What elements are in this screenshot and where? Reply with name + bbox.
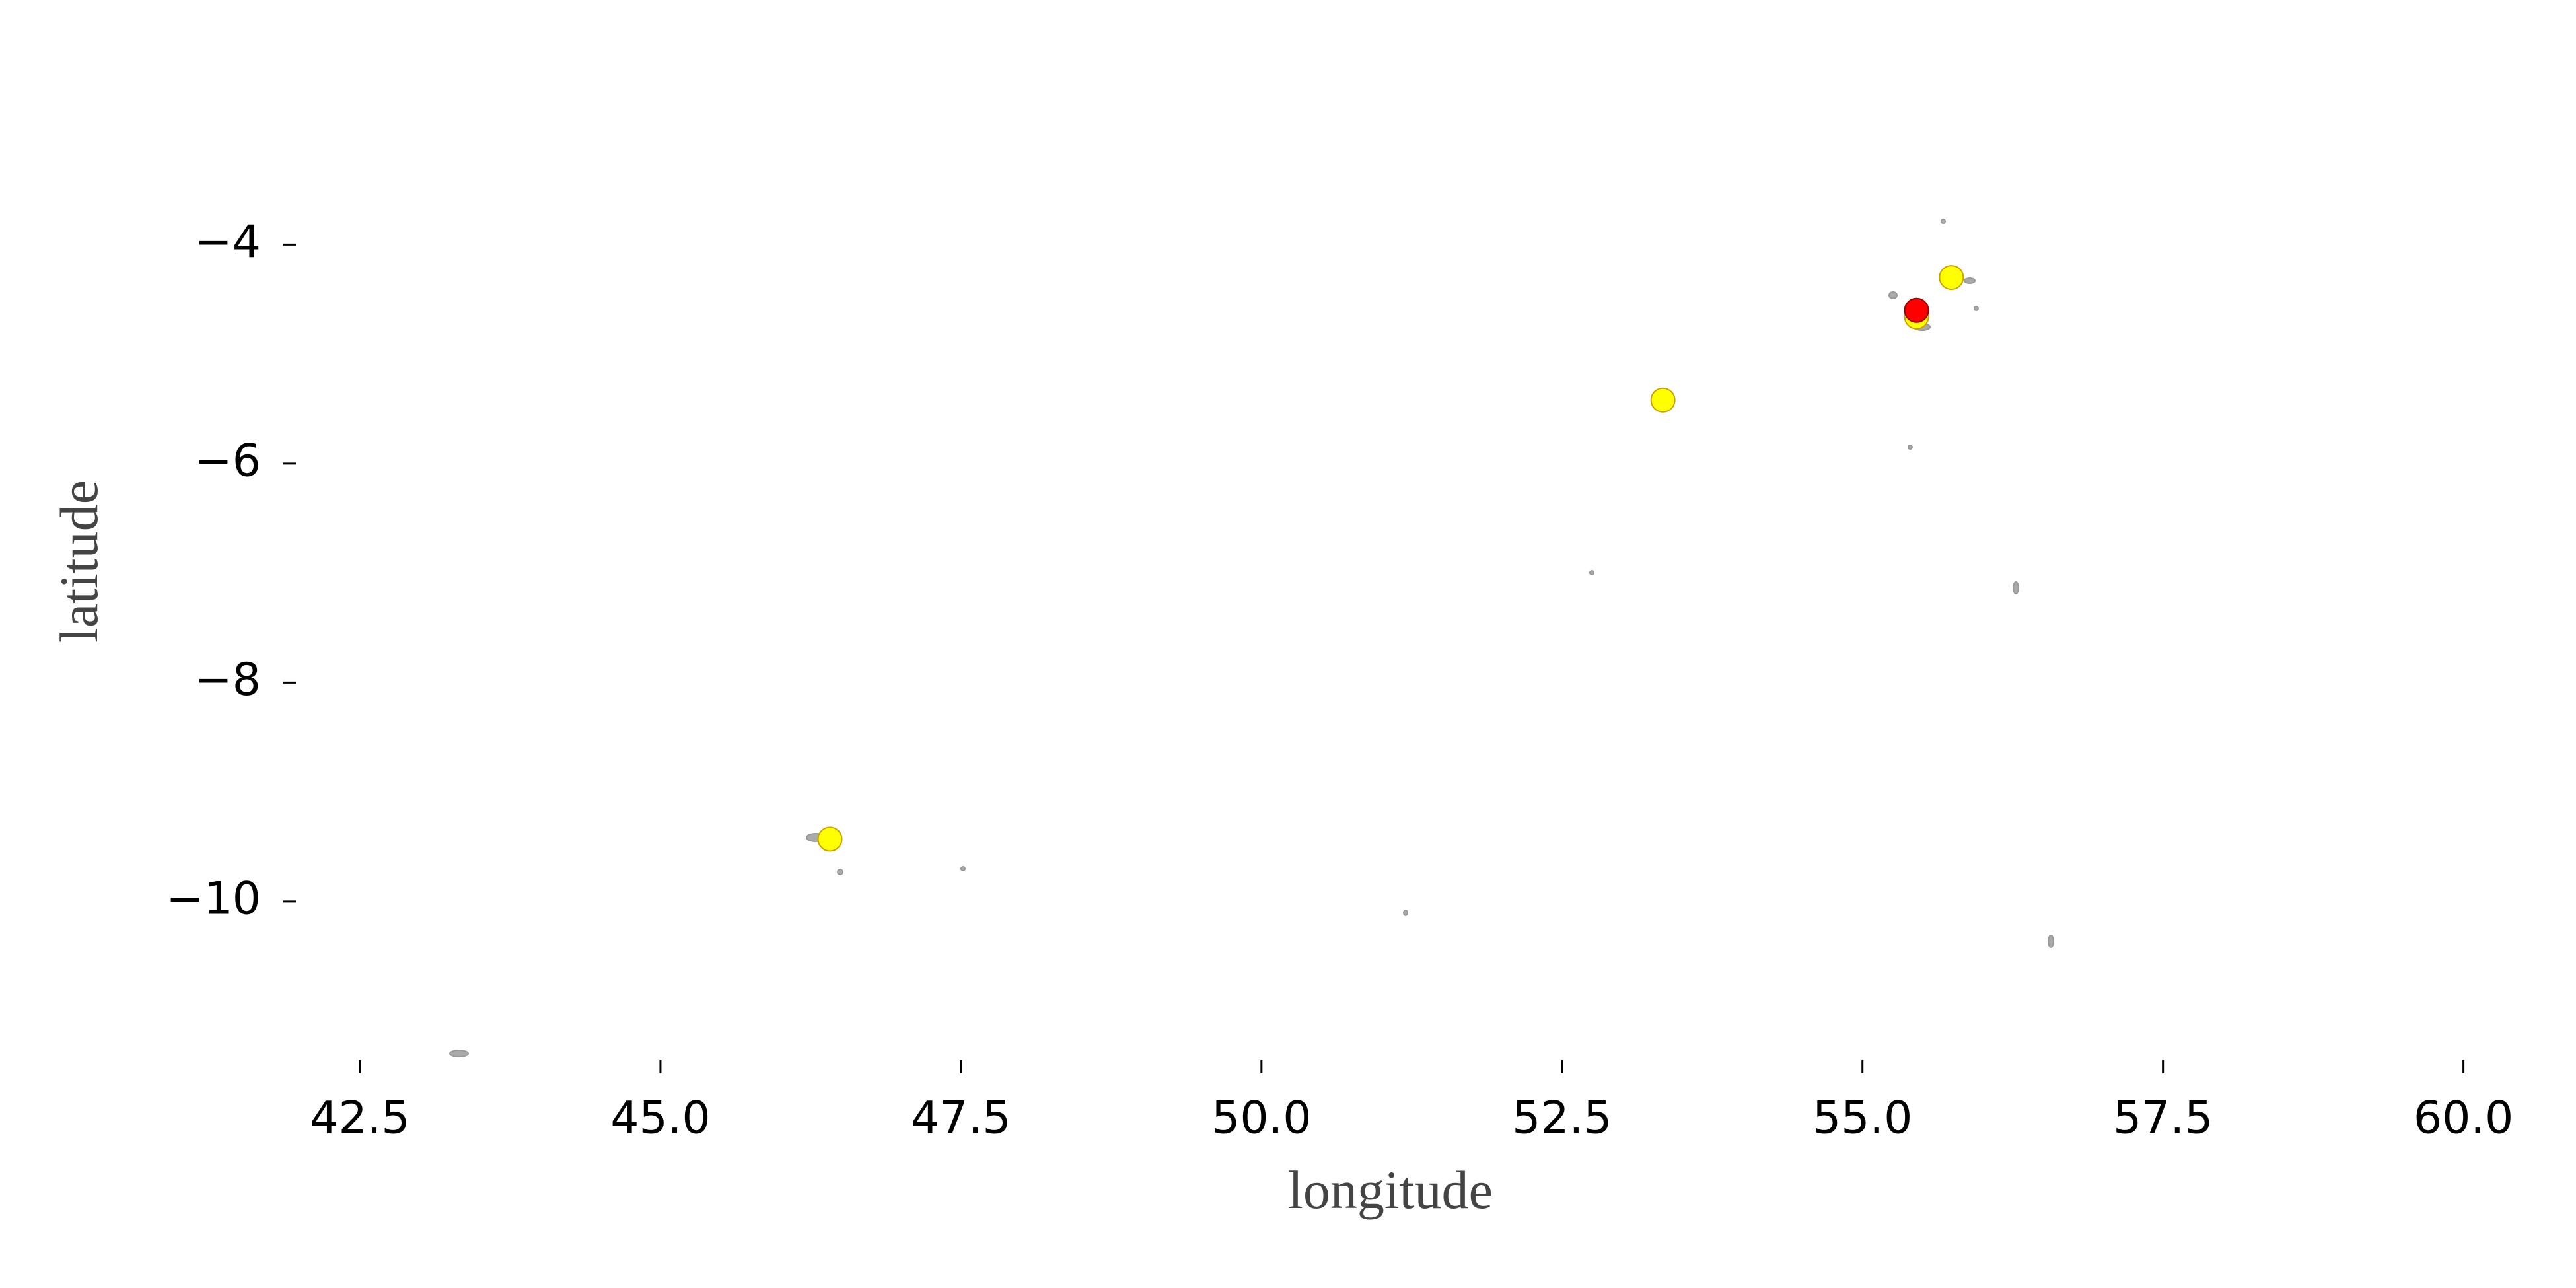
x-tick-label: 57.5: [2113, 1092, 2213, 1145]
y-tick-label: −4: [195, 216, 261, 268]
y-tick-label: −10: [166, 873, 261, 925]
island: [1941, 219, 1946, 224]
x-axis-label: longitude: [1288, 1160, 1493, 1220]
island: [1888, 291, 1898, 299]
island: [837, 869, 843, 875]
land: [449, 219, 2054, 1057]
x-tick-label: 52.5: [1512, 1092, 1612, 1145]
x-tick-label: 47.5: [911, 1092, 1011, 1145]
y-tick-label: −8: [195, 654, 261, 706]
x-tick-label: 45.0: [610, 1092, 710, 1145]
x-tick-label: 60.0: [2414, 1092, 2513, 1145]
island: [1908, 445, 1913, 450]
location-point: [1650, 387, 1676, 413]
island: [1974, 306, 1979, 311]
x-tick-label: 50.0: [1211, 1092, 1311, 1145]
island: [449, 1050, 469, 1057]
x-tick-label: 42.5: [310, 1092, 410, 1145]
x-tick-label: 55.0: [1812, 1092, 1912, 1145]
island: [1964, 277, 1976, 284]
island: [1403, 910, 1408, 916]
y-axis-label: latitude: [49, 480, 109, 643]
location-point: [1939, 265, 1964, 291]
location-point: [1904, 297, 1929, 323]
location-point: [817, 826, 843, 852]
island: [1589, 570, 1594, 575]
island: [960, 866, 966, 871]
island: [2048, 935, 2054, 948]
y-tick-label: −6: [195, 435, 261, 487]
island: [2013, 581, 2019, 594]
